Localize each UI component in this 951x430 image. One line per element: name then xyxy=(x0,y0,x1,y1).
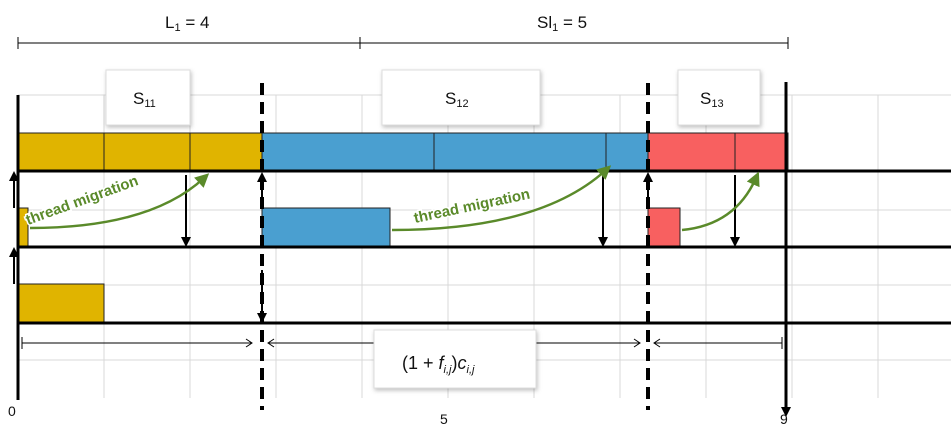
segment-label-s13: S13 xyxy=(677,69,761,126)
segment-label-s11: S11 xyxy=(105,69,191,126)
bar-yellow-1 xyxy=(17,132,105,171)
bar-blue-4 xyxy=(261,207,391,247)
svg-text:S11: S11 xyxy=(133,89,156,110)
core-row-3 xyxy=(17,283,105,323)
migration-arrow-1 xyxy=(29,173,210,230)
bar-yellow-2 xyxy=(103,132,191,171)
svg-text:(1 + fi,j)ci,j: (1 + fi,j)ci,j xyxy=(402,353,475,376)
axis-tick-9: 9 xyxy=(780,411,788,427)
svg-text:S12: S12 xyxy=(445,89,469,110)
row-lines xyxy=(18,169,951,325)
migration-arrows xyxy=(29,165,760,232)
bar-blue-3 xyxy=(605,132,649,171)
migration-arrow-3 xyxy=(681,171,760,232)
migration-arrow-2 xyxy=(391,165,612,232)
migration-label-2: thread migration xyxy=(412,186,531,227)
bar-blue-1 xyxy=(261,132,435,171)
sl1-label: Sl1 = 5 xyxy=(537,13,587,34)
bar-red-1 xyxy=(647,132,736,171)
axis-tick-0: 0 xyxy=(8,403,16,419)
bar-blue-2 xyxy=(433,132,607,171)
formula-box: (1 + fi,j)ci,j xyxy=(373,329,537,389)
segment-label-s12: S12 xyxy=(381,69,541,126)
bar-yellow-3 xyxy=(189,132,263,171)
span-brackets xyxy=(17,37,789,49)
bar-yellow-4 xyxy=(17,283,105,323)
core-row-1 xyxy=(17,132,789,171)
dashed-dividers xyxy=(260,83,650,410)
svg-text:S13: S13 xyxy=(700,89,724,110)
bar-red-3 xyxy=(647,207,681,247)
bar-red-2 xyxy=(734,132,789,171)
l1-label: L1 = 4 xyxy=(165,13,209,34)
axis-tick-5: 5 xyxy=(440,411,448,427)
core-row-2 xyxy=(17,207,681,247)
migration-label-1: thread migration xyxy=(24,172,141,228)
